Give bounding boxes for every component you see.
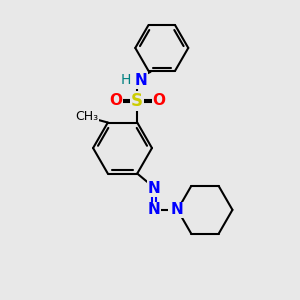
- Text: N: N: [148, 181, 160, 196]
- Text: N: N: [135, 73, 148, 88]
- Text: O: O: [152, 93, 165, 108]
- Text: N: N: [169, 202, 182, 217]
- Text: O: O: [109, 93, 122, 108]
- Text: CH₃: CH₃: [76, 110, 99, 123]
- Text: H: H: [120, 73, 131, 87]
- Text: N: N: [148, 202, 160, 217]
- Text: N: N: [171, 202, 184, 217]
- Text: S: S: [131, 92, 143, 110]
